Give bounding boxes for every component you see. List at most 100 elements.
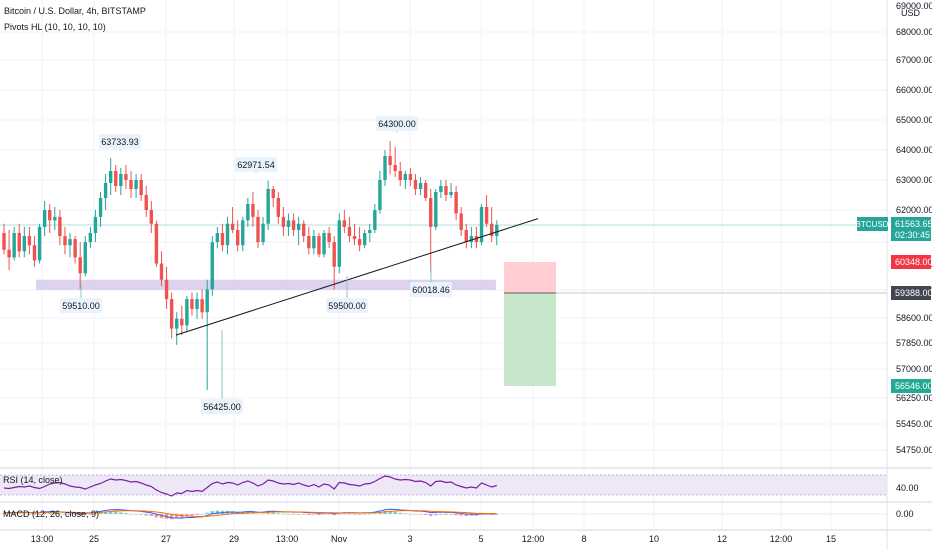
price-axis-tick: 67000.00 [896,55,932,65]
candle-body [434,192,438,227]
candle-body [149,210,154,224]
time-axis-label: 25 [89,534,99,544]
bar-countdown: 02:30:45 [895,230,930,240]
grid-lines [0,0,932,531]
time-axis-label: 12:00 [522,534,545,544]
rsi-legend[interactable]: RSI (14, close) [3,475,63,485]
candle-body [383,156,387,180]
macd-histogram-bar [266,512,270,514]
candle-body [2,233,6,250]
candle-body [37,226,42,261]
rsi-line [3,475,497,497]
macd-histogram-bar [423,514,428,516]
macd-histogram-bar [73,514,77,515]
macd-histogram-bar [347,513,352,515]
candle-body [164,279,169,300]
candle-body [175,318,179,329]
candle-body [22,236,27,252]
candle-body [464,229,468,243]
candle-body [246,204,250,221]
macd-histogram-bar [200,514,204,515]
macd-histogram-bar [12,513,16,515]
macd-histogram-bar [261,513,265,515]
macd-histogram-bar [337,514,341,515]
macd-histogram-bar [205,512,209,514]
candle-body [459,213,463,230]
candle-body [27,236,32,246]
macd-histogram-bar [103,511,108,514]
macd-histogram-bar [276,513,281,514]
macd-histogram-bar [459,514,463,516]
candle-body [393,165,397,171]
macd-histogram-bar [139,514,143,515]
candle-body [307,236,311,249]
drawing-zones [36,262,887,386]
axes: 69000.00 68000.00 67000.00 66000.00 65000.00… [31,0,932,550]
candle-body [388,156,392,165]
pivot-label-box [201,399,243,414]
candle-body [134,180,138,189]
price-axis-tick: 68000.00 [896,27,932,37]
last-price-tag-box [891,217,931,241]
candle-body [114,171,118,186]
price-axis-tick: 57000.00 [896,364,932,374]
macd-histogram-bar [388,510,392,514]
macd-histogram-bar [63,514,67,515]
candle-body [144,195,148,210]
price-axis-tick: 65000.00 [896,115,932,125]
macd-histogram-bar [342,513,347,515]
candle-body [169,299,174,329]
macd-histogram-bar [286,513,291,515]
level-tag-box [891,286,931,300]
macd-histogram-bar [134,514,138,515]
rsi-band [0,475,887,495]
level-tag-target: 56546.00 [895,381,932,391]
price-axis-tick: 64000.00 [896,145,932,155]
macd-histogram-bar [230,511,235,514]
candle-body [17,233,21,252]
macd-histogram-bar [144,514,148,516]
macd-histogram-bar [352,514,357,515]
candle-body [251,204,255,217]
pivot-label-box [60,298,102,313]
candle-body [154,223,159,264]
macd-histogram-bar [327,514,331,515]
macd-histogram-bar [449,514,453,515]
time-axis-label: 3 [407,534,412,544]
macd-histogram-bar [37,514,42,515]
time-axis-label: 13:00 [31,534,54,544]
macd-histogram-bar [93,513,98,514]
macd-histogram-bar [98,512,103,514]
candle-body [235,229,240,246]
candle-body [180,318,184,326]
candle-body [357,239,362,246]
macd-histogram-bar [154,514,159,518]
candle-body [418,183,423,189]
pivot-label-box [99,134,141,149]
drawing-trendline[interactable] [175,218,539,336]
candle-body [210,242,214,290]
pivot-label-box [326,298,368,313]
candle-body [190,299,194,309]
symbol-legend[interactable]: Bitcoin / U.S. Dollar, 4h, BITSTAMP [4,6,146,16]
rsi-pane [0,474,887,497]
candle-body [261,223,265,243]
candle-body [98,198,103,217]
candle-body [317,236,321,255]
candle-body [449,192,453,195]
pivot-high-label: 64300.00 [378,119,416,129]
macd-histogram-bar [215,510,220,514]
indicator-legend[interactable]: Pivots HL (10, 10, 10, 10) [4,22,106,32]
macd-histogram-bar [129,513,133,515]
candle-body [129,180,133,189]
macd-legend[interactable]: MACD (12, 26, close, 9) [3,509,100,519]
macd-histogram-bar [78,514,82,516]
pivot-label-box [376,116,418,131]
candle-body [200,299,204,313]
macd-histogram-bar [53,512,57,514]
candle-body [413,180,418,189]
candle-body [332,242,336,267]
time-axis-label: 13:00 [276,534,299,544]
candle-body [215,233,220,243]
